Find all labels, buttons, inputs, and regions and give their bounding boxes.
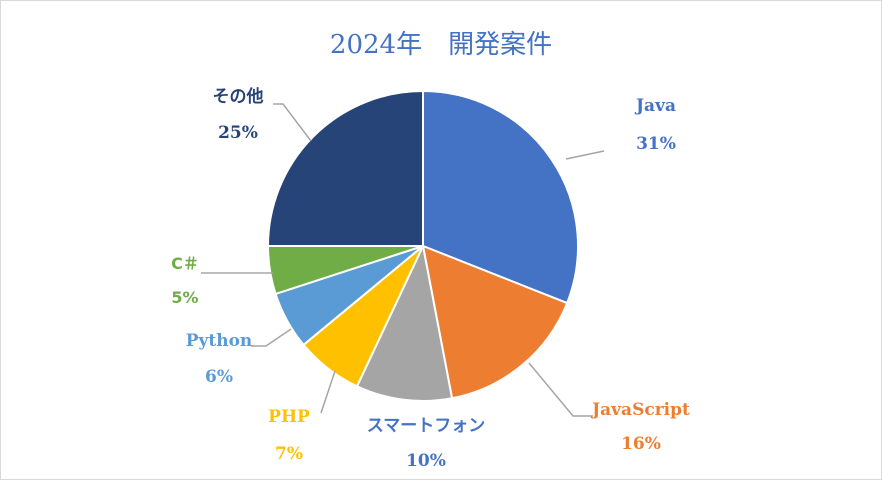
data-label-name: Python (186, 331, 253, 351)
data-label-name: スマートフォン (367, 416, 486, 436)
data-label-percent: 16% (621, 434, 661, 454)
data-label-name: Java (634, 96, 676, 116)
leader-line (251, 328, 292, 347)
data-label-percent: 10% (406, 451, 446, 471)
pie-slice-7 (266, 89, 424, 247)
data-label-percent: 7% (275, 444, 303, 464)
data-label-percent: 31% (636, 134, 676, 154)
data-label-percent: 5% (171, 288, 198, 307)
chart-title: 2024年 開発案件 (330, 30, 552, 60)
pie-slice-1 (422, 89, 579, 305)
leader-line (565, 150, 605, 160)
data-label-name: JavaScript (590, 400, 690, 420)
data-label-name: PHP (268, 407, 310, 427)
leader-line (273, 103, 312, 142)
data-label-name: C＃ (171, 254, 199, 273)
leader-line (528, 362, 593, 417)
leader-line (320, 370, 336, 414)
data-label-name: その他 (213, 86, 264, 107)
data-label-percent: 25% (218, 123, 258, 143)
pie-slice-3 (355, 242, 454, 402)
pie-slice-2 (421, 244, 569, 400)
data-label-percent: 6% (205, 367, 233, 387)
